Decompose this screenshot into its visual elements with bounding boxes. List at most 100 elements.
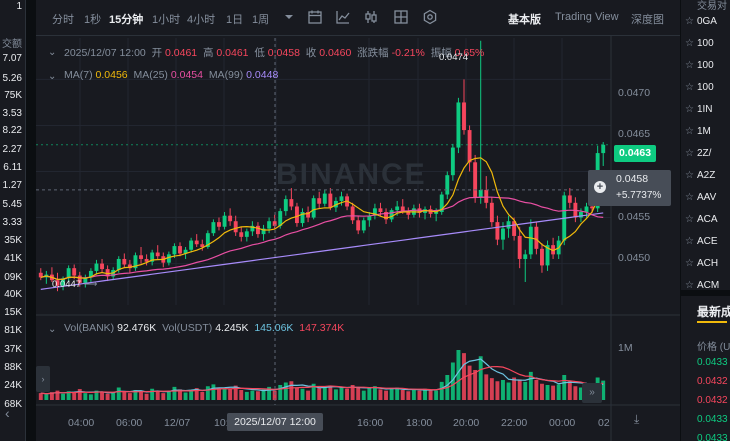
timeframe-15m[interactable]: 15分钟 (109, 14, 144, 26)
star-icon[interactable]: ☆ (685, 214, 694, 225)
star-icon[interactable]: ☆ (685, 236, 694, 247)
watchlist-item[interactable]: ☆ 100 (685, 82, 714, 93)
chevron-down-icon[interactable]: ⌄ (48, 47, 57, 58)
chevron-down-icon[interactable]: ⌄ (48, 324, 57, 335)
candle-body (590, 206, 595, 209)
indicators-icon[interactable] (363, 9, 379, 25)
volume-bar (423, 388, 427, 400)
view-depth[interactable]: 深度图 (631, 14, 664, 26)
volume-bar (311, 383, 316, 400)
timeframe-1s[interactable]: 1秒 (84, 14, 102, 26)
watchlist-item[interactable]: ☆ 2Z/ (685, 148, 711, 159)
watchlist-item[interactable]: ☆ A2Z (685, 170, 715, 181)
view-basic[interactable]: 基本版 (508, 14, 541, 26)
candle-body (183, 249, 188, 254)
candle-body (189, 240, 194, 250)
candle-body (256, 225, 260, 235)
crosshair-price-box[interactable]: + 0.0458 +5.7737% (588, 170, 671, 206)
watchlist-item[interactable]: ☆ 1M (685, 126, 711, 137)
volume-bar (339, 387, 344, 400)
vol-usdt-label: Vol(USDT) (162, 322, 213, 334)
star-icon[interactable]: ☆ (685, 16, 694, 27)
watchlist-item[interactable]: ☆ 1IN (685, 104, 713, 115)
volume-bar (189, 390, 194, 400)
candle-body (578, 212, 583, 218)
candle-body (378, 208, 383, 213)
ma25-value: 0.0454 (170, 69, 203, 81)
volume-bar (261, 389, 266, 400)
timeframe-1d[interactable]: 1日 (226, 14, 244, 26)
ohlc-legend: 2025/12/07 12:00 开 0.0461 高 0.0461 低 0.0… (64, 45, 484, 60)
candle-body (528, 226, 533, 255)
watchlist-item[interactable]: ☆ ACH (685, 258, 718, 269)
volume-bar (100, 391, 104, 400)
candle-body (400, 206, 405, 213)
timeframe-realtime[interactable]: 分时 (52, 14, 74, 26)
line-chart-icon[interactable] (335, 9, 351, 25)
watchlist-item[interactable]: ☆ ACA (685, 214, 718, 225)
plus-icon[interactable]: + (594, 181, 606, 193)
volume-bar (200, 391, 205, 400)
candle-body (512, 221, 517, 236)
watchlist-item[interactable]: ☆ ACE (685, 236, 718, 247)
view-tradingview[interactable]: Trading View (555, 11, 619, 23)
double-chevron-right-icon[interactable]: » (582, 383, 602, 403)
star-icon[interactable]: ☆ (685, 104, 694, 115)
candle-body (484, 189, 489, 203)
crosshair-price: 0.0458 (616, 173, 649, 185)
candle-body (322, 193, 327, 204)
volume-ma-line (40, 366, 604, 395)
chevron-left-icon[interactable]: ‹ (5, 405, 10, 421)
volume-bar (506, 382, 511, 400)
ma7-label: MA(7) (64, 69, 93, 81)
watchlist-item[interactable]: ☆ AAV (685, 192, 716, 203)
volume-bar (456, 350, 461, 400)
candle-body (267, 221, 272, 229)
low-label: 低 (254, 47, 265, 59)
reset-scale-icon[interactable]: ⤓ (634, 412, 640, 426)
left-strip-value: 37K (4, 344, 22, 355)
volume-bar (228, 389, 233, 400)
left-strip-value: 81K (4, 325, 22, 336)
candle-body (540, 248, 544, 266)
watchlist-symbol: AAV (696, 192, 717, 203)
volume-bar (122, 391, 127, 400)
chevron-right-icon[interactable]: › (36, 366, 50, 392)
open-label: 开 (151, 47, 163, 59)
volume-bar (294, 387, 299, 400)
trades-title[interactable]: 最新成 (697, 305, 730, 319)
volume-bar (66, 391, 71, 400)
watchlist-item[interactable]: ☆ 100 (685, 60, 714, 71)
star-icon[interactable]: ☆ (685, 38, 694, 49)
calendar-icon[interactable] (307, 9, 323, 25)
star-icon[interactable]: ☆ (685, 192, 694, 203)
volume-bar (317, 388, 322, 400)
volume-bar (417, 390, 422, 400)
settings-icon[interactable] (422, 9, 438, 25)
watchlist-item[interactable]: ☆ ACM (685, 280, 719, 291)
star-icon[interactable]: ☆ (685, 258, 694, 269)
star-icon[interactable]: ☆ (685, 82, 694, 93)
vol-ma2-value: 147.374K (299, 322, 345, 334)
watchlist-item[interactable]: ☆ 100 (685, 38, 714, 49)
timeframe-1w[interactable]: 1周 (252, 14, 270, 26)
ma7-line (40, 157, 604, 281)
watchlist-symbol: ACM (696, 280, 720, 291)
star-icon[interactable]: ☆ (685, 280, 694, 291)
timeframe-4h[interactable]: 4小时 (187, 14, 216, 26)
volume-bar (406, 391, 411, 400)
right-market-panel: 交易对 ☆ 0GA ☆ 100 ☆ 100 ☆ 100 ☆ 1IN ☆ 1M ☆ 2Z/☆ A2Z ☆ AAV ☆… (680, 0, 730, 441)
star-icon[interactable]: ☆ (685, 170, 694, 181)
candlestick-chart[interactable]: BINANCE (36, 0, 680, 441)
chevron-down-icon[interactable] (281, 9, 297, 25)
watchlist-item[interactable]: ☆ 0GA (685, 16, 717, 27)
star-icon[interactable]: ☆ (685, 60, 694, 71)
star-icon[interactable]: ☆ (685, 148, 694, 159)
star-icon[interactable]: ☆ (685, 126, 694, 137)
timeframe-1h[interactable]: 1小时 (152, 14, 181, 26)
chevron-down-icon[interactable]: ⌄ (48, 71, 57, 82)
volume-bar (44, 394, 49, 400)
amplitude-label: 振幅 (430, 47, 452, 59)
time-axis-label: 20:00 (453, 417, 480, 429)
layout-icon[interactable] (393, 9, 409, 25)
